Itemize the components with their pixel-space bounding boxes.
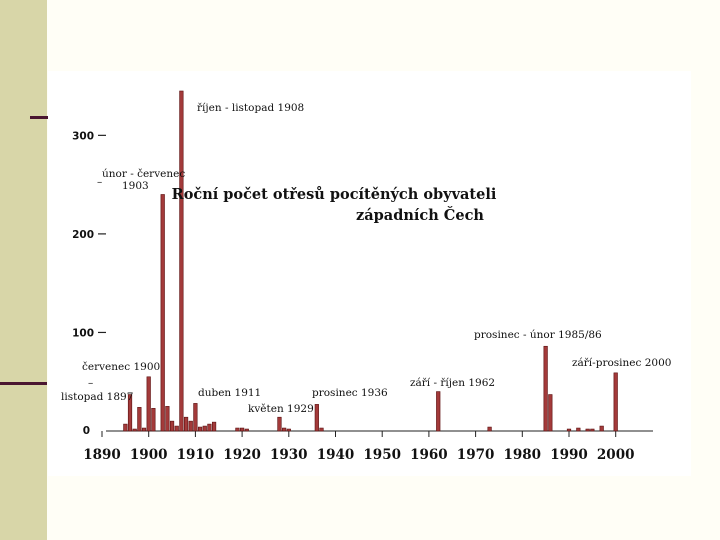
bar-1920 xyxy=(240,427,245,432)
annotation-1985-86: prosinec - únor 1985/86 xyxy=(474,329,602,341)
bar-1930 xyxy=(286,428,291,432)
bar-1992 xyxy=(576,427,581,432)
chart: 0 100 200 300 1890 1900 1910 1920 1930 1940 1950 19… xyxy=(61,90,671,463)
axes: 0 100 200 300 1890 1900 1910 1920 1930 1940 1950 19… xyxy=(72,130,653,463)
bar-1985 xyxy=(543,345,548,432)
x-tick-label: 1970 xyxy=(457,447,495,463)
bar-1919 xyxy=(235,427,240,432)
chart-title: Roční počet otřesů pocítěných obyvateli xyxy=(172,186,497,203)
bar-1997 xyxy=(599,425,604,432)
x-tick-label: 1920 xyxy=(223,447,261,463)
annotation-1903: únor - červenec xyxy=(102,167,185,180)
bar-1895 xyxy=(123,423,128,432)
bar-1901 xyxy=(151,408,156,432)
chart-subtitle: západních Čech xyxy=(356,206,484,224)
y-tick-label: 100 xyxy=(72,327,94,339)
bar-1896 xyxy=(127,394,133,432)
annotation-1936: prosinec 1936 xyxy=(312,387,388,399)
annotation-dash: – xyxy=(97,176,102,188)
bar-1936 xyxy=(314,404,319,432)
bar-1921 xyxy=(244,428,249,432)
bar-1973 xyxy=(487,426,492,432)
bar-1910 xyxy=(193,403,198,432)
bar-1994 xyxy=(585,428,590,432)
bar-1990 xyxy=(566,428,572,432)
bar-1906 xyxy=(174,425,179,432)
y-tick-label: 300 xyxy=(72,130,94,142)
bar-1929 xyxy=(282,427,287,432)
bar-1986 xyxy=(548,394,553,432)
bar-1905 xyxy=(169,420,175,432)
annotation-1897: listopad 1897 xyxy=(61,391,133,403)
x-tick-label: 1950 xyxy=(363,447,401,463)
bar-1900 xyxy=(146,376,151,432)
bars xyxy=(123,90,618,432)
y-tick-label: 200 xyxy=(72,229,94,241)
x-tick-label: 1890 xyxy=(83,447,121,463)
decorative-rule xyxy=(30,116,50,119)
x-tick-label: 1930 xyxy=(270,447,308,463)
x-tick-label: 1900 xyxy=(130,447,168,463)
bar-1928 xyxy=(277,416,282,432)
bar-1962 xyxy=(436,391,441,432)
bar-1898 xyxy=(137,407,142,432)
slide-side-bar xyxy=(0,0,47,540)
annotation-1962: září - říjen 1962 xyxy=(410,377,495,389)
bar-1911 xyxy=(197,426,203,432)
chart-panel: 0 100 200 300 1890 1900 1910 1920 1930 1940 1950 19… xyxy=(48,71,691,476)
bar-1914 xyxy=(211,421,217,432)
x-tick-label: 1910 xyxy=(177,447,215,463)
bar-1903 xyxy=(160,194,165,432)
bar-1907 xyxy=(179,90,184,432)
bar-1908 xyxy=(183,416,189,432)
x-tick-label: 1960 xyxy=(410,447,448,463)
bar-1897 xyxy=(132,428,137,432)
bar-1995 xyxy=(590,428,595,432)
annotation-dash: – xyxy=(88,377,93,389)
bar-1937 xyxy=(319,427,324,432)
annotation-1911: duben 1911 xyxy=(198,387,261,399)
x-tick-label: 1990 xyxy=(550,447,588,463)
annotation-1929: květen 1929 xyxy=(248,403,314,415)
bar-1909 xyxy=(188,420,193,432)
bar-1904 xyxy=(165,406,170,432)
bar-2000 xyxy=(613,372,618,432)
x-tick-label: 1980 xyxy=(504,447,542,463)
annotation-2000: září-prosinec 2000 xyxy=(572,357,671,369)
annotation-1900: červenec 1900 xyxy=(82,360,160,373)
y-tick-label: 0 xyxy=(83,425,90,437)
x-tick-label: 2000 xyxy=(597,447,635,463)
bar-1913 xyxy=(207,423,212,432)
annotation-1908: říjen - listopad 1908 xyxy=(197,102,304,114)
bar-1912 xyxy=(202,425,207,432)
decorative-rule xyxy=(0,382,47,385)
annotation-1903-year: 1903 xyxy=(122,180,149,192)
bar-1899 xyxy=(141,427,147,432)
x-tick-label: 1940 xyxy=(317,447,355,463)
